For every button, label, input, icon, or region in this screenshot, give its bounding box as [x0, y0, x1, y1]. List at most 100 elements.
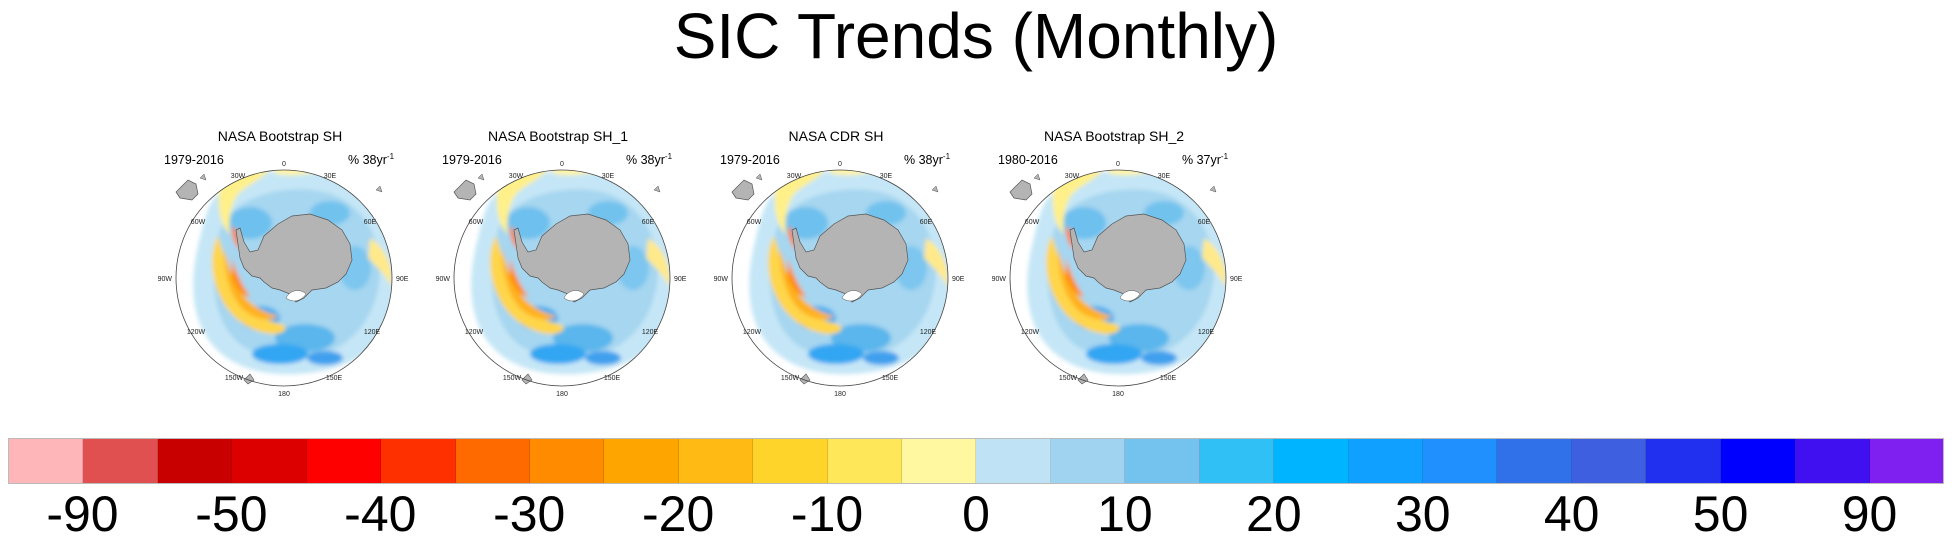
antarctica-landmass [235, 213, 353, 303]
colorbar-swatch [1199, 439, 1275, 483]
longitude-label: 120W [743, 329, 762, 336]
polar-map: 0 180 30W 60W 90W 120W 150W 30E 60E 90E 120E 150E [436, 161, 687, 398]
panel-period: 1979-2016 [442, 153, 502, 167]
longitude-label: 120W [465, 329, 484, 336]
colorbar-swatch [604, 439, 679, 483]
longitude-label: 0 [838, 161, 842, 168]
longitude-label: 60E [920, 219, 933, 226]
colorbar-swatch [83, 439, 158, 483]
longitude-label: 30W [231, 173, 246, 180]
colorbar-tick-label: -20 [642, 486, 715, 542]
polar-map: 0 180 30W 60W 90W 120W 150W 30E 60E 90E 120E 150E [714, 161, 965, 398]
colorbar-swatch [1125, 439, 1200, 483]
colorbar-swatch [1423, 439, 1498, 483]
map-boundary [453, 169, 671, 387]
longitude-label: 60E [642, 219, 655, 226]
longitude-label: 180 [1112, 391, 1124, 398]
south-america-landmass [175, 179, 199, 201]
map-boundary [175, 169, 393, 387]
longitude-label: 90W [714, 276, 729, 283]
colorbar-swatch [455, 439, 530, 483]
longitude-label: 30W [509, 173, 524, 180]
south-america-landmass [731, 179, 755, 201]
longitude-label: 180 [556, 391, 568, 398]
colorbar-swatch [902, 439, 977, 483]
south-america-landmass [453, 179, 477, 201]
polar-map: 0 180 30W 60W 90W 120W 150W 30E 60E 90E 120E 150E [992, 161, 1243, 398]
longitude-label: 0 [282, 161, 286, 168]
colorbar-swatch [1720, 439, 1796, 483]
colorbar-swatch [157, 439, 233, 483]
longitude-label: 30W [787, 173, 802, 180]
antarctica-landmass [513, 213, 631, 303]
longitude-label: 90W [992, 276, 1007, 283]
colorbar-swatch [9, 439, 84, 483]
panel-period: 1980-2016 [998, 153, 1058, 167]
colorbar-swatch [1274, 439, 1349, 483]
new-zealand-island [521, 373, 533, 385]
colorbar-tick-label: -50 [195, 486, 268, 542]
longitude-label: 120E [364, 329, 381, 336]
colorbar-tick-label: 40 [1543, 486, 1600, 542]
colorbar-labels: -90 -50 -40 -30 -20 -10 0 10 20 30 40 50 90 [8, 484, 1944, 544]
new-zealand-island [799, 373, 811, 385]
longitude-label: 90E [674, 276, 687, 283]
colorbar-tick-label: -10 [790, 486, 864, 542]
colorbar-tick-label: -30 [493, 486, 566, 542]
colorbar-swatch [1869, 439, 1943, 483]
antarctica-landmass [791, 213, 909, 303]
panel-4: 0 180 30W 60W 90W 120W 150W 30E 60E 90E 120E 150E N… [974, 118, 1254, 408]
colorbar-swatch [1646, 439, 1721, 483]
longitude-label: 30E [602, 173, 615, 180]
colorbar-tick-label: 30 [1394, 486, 1451, 542]
map-panels: 0 180 30W 60W 90W 120W 150W 30E 60E 90E 120E 150E N… [140, 118, 1260, 408]
colorbar-swatch [1497, 439, 1572, 483]
panel-rate: % 37yr-1 [1182, 152, 1229, 168]
longitude-label: 120W [187, 329, 206, 336]
longitude-label: 0 [1116, 161, 1120, 168]
panel-1: 0 180 30W 60W 90W 120W 150W 30E 60E 90E 120E 150E N… [140, 118, 420, 408]
longitude-label: 30E [880, 173, 893, 180]
colorbar-swatch [1050, 439, 1126, 483]
panel-period: 1979-2016 [164, 153, 224, 167]
colorbar-swatch [1571, 439, 1647, 483]
longitude-label: 90E [952, 276, 965, 283]
colorbar-tick-label: 20 [1246, 486, 1302, 542]
longitude-label: 150E [326, 375, 343, 382]
longitude-label: 60E [364, 219, 377, 226]
panel-title: NASA Bootstrap SH_2 [1043, 128, 1185, 144]
colorbar-tick-label: 10 [1097, 486, 1153, 542]
polar-map: 0 180 30W 60W 90W 120W 150W 30E 60E 90E 120E 150E [158, 161, 409, 398]
colorbar-swatch [529, 439, 605, 483]
map-boundary [1009, 169, 1227, 387]
colorbar-swatch [1348, 439, 1424, 483]
longitude-label: 150W [503, 375, 522, 382]
colorbar-tick-label: -90 [46, 486, 119, 542]
colorbar-swatch [827, 439, 903, 483]
colorbar-swatch [678, 439, 754, 483]
longitude-label: 120E [642, 329, 659, 336]
longitude-label: 90W [158, 276, 173, 283]
longitude-label: 60E [1198, 219, 1211, 226]
longitude-label: 150W [1059, 375, 1078, 382]
colorbar-swatch [976, 439, 1051, 483]
longitude-label: 120E [920, 329, 937, 336]
longitude-label: 150W [225, 375, 244, 382]
panel-rate: % 38yr-1 [904, 152, 951, 168]
longitude-label: 150E [882, 375, 899, 382]
longitude-label: 150E [604, 375, 621, 382]
colorbar-tick-label: 50 [1692, 486, 1749, 542]
longitude-label: 60W [469, 219, 484, 226]
colorbar [8, 438, 1944, 484]
longitude-label: 120E [1198, 329, 1215, 336]
map-boundary [731, 169, 949, 387]
colorbar-tick-label: -40 [344, 486, 417, 542]
colorbar-swatch [306, 439, 382, 483]
longitude-label: 150E [1160, 375, 1177, 382]
panel-title: NASA Bootstrap SH_1 [487, 128, 629, 144]
longitude-label: 90W [436, 276, 451, 283]
longitude-label: 90E [1230, 276, 1243, 283]
new-zealand-island [1077, 373, 1089, 385]
longitude-label: 0 [560, 161, 564, 168]
longitude-label: 60W [747, 219, 762, 226]
